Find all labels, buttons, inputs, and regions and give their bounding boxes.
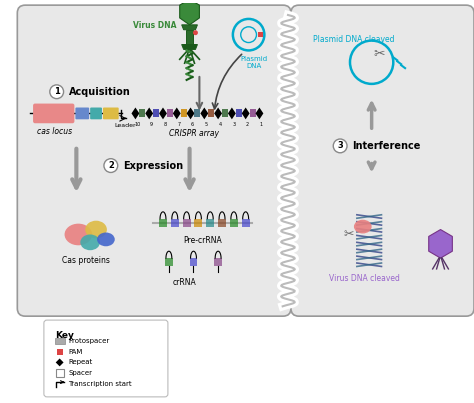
Text: 3: 3 [337, 141, 343, 150]
Polygon shape [228, 108, 236, 119]
Polygon shape [428, 230, 452, 258]
Text: Plasmid
DNA: Plasmid DNA [240, 56, 267, 69]
Text: 5: 5 [205, 122, 208, 127]
Text: Protospacer: Protospacer [69, 338, 110, 344]
Text: ✂: ✂ [344, 228, 354, 241]
Text: Cas proteins: Cas proteins [62, 256, 110, 265]
Ellipse shape [85, 221, 107, 239]
Text: Plasmid DNA cleaved: Plasmid DNA cleaved [313, 35, 395, 44]
Polygon shape [173, 108, 181, 119]
Text: CRISPR array: CRISPR array [170, 129, 219, 138]
FancyBboxPatch shape [194, 219, 202, 226]
Text: Expression: Expression [123, 160, 183, 170]
Text: 9: 9 [150, 122, 153, 127]
FancyBboxPatch shape [171, 219, 179, 226]
Ellipse shape [354, 220, 372, 233]
Polygon shape [201, 108, 208, 119]
Text: crRNA: crRNA [173, 278, 197, 287]
FancyBboxPatch shape [291, 5, 474, 316]
Text: ✂: ✂ [374, 48, 385, 61]
Text: Virus DNA: Virus DNA [133, 21, 177, 30]
FancyBboxPatch shape [75, 108, 89, 119]
FancyBboxPatch shape [208, 110, 214, 117]
Polygon shape [214, 108, 222, 119]
Text: PAM: PAM [69, 349, 83, 355]
Text: cas locus: cas locus [37, 127, 72, 136]
Text: 2: 2 [246, 122, 249, 127]
FancyBboxPatch shape [242, 219, 250, 226]
Polygon shape [145, 108, 153, 119]
FancyBboxPatch shape [214, 258, 222, 266]
Polygon shape [242, 108, 250, 119]
Ellipse shape [97, 233, 115, 246]
FancyBboxPatch shape [250, 110, 255, 117]
Text: Key: Key [55, 331, 73, 340]
Text: 2: 2 [108, 161, 114, 170]
Circle shape [193, 30, 198, 35]
FancyBboxPatch shape [57, 349, 63, 355]
Text: Leader: Leader [115, 123, 137, 128]
FancyBboxPatch shape [90, 108, 102, 119]
FancyBboxPatch shape [190, 258, 198, 266]
Text: Repeat: Repeat [69, 359, 93, 366]
Polygon shape [131, 108, 139, 119]
Circle shape [50, 85, 64, 99]
Polygon shape [182, 25, 198, 30]
Text: 6: 6 [191, 122, 194, 127]
Polygon shape [182, 44, 198, 50]
Text: 1: 1 [260, 122, 263, 127]
Text: 1: 1 [54, 87, 60, 96]
FancyBboxPatch shape [206, 219, 214, 226]
FancyBboxPatch shape [139, 110, 145, 117]
FancyBboxPatch shape [55, 338, 64, 344]
Text: 4: 4 [219, 122, 222, 127]
Text: Transcription start: Transcription start [69, 381, 132, 387]
Polygon shape [180, 0, 200, 25]
Text: Acquisition: Acquisition [69, 87, 130, 97]
Text: 10: 10 [134, 122, 140, 127]
FancyBboxPatch shape [167, 110, 173, 117]
FancyBboxPatch shape [194, 110, 201, 117]
FancyBboxPatch shape [218, 219, 226, 226]
FancyBboxPatch shape [222, 110, 228, 117]
FancyBboxPatch shape [181, 110, 187, 117]
FancyBboxPatch shape [44, 320, 168, 397]
FancyBboxPatch shape [236, 110, 242, 117]
FancyBboxPatch shape [230, 219, 238, 226]
FancyBboxPatch shape [159, 219, 167, 226]
Text: Virus DNA cleaved: Virus DNA cleaved [329, 274, 400, 283]
FancyBboxPatch shape [33, 104, 74, 123]
Polygon shape [255, 108, 264, 119]
Text: 7: 7 [177, 122, 180, 127]
Polygon shape [159, 108, 167, 119]
FancyBboxPatch shape [103, 108, 118, 119]
FancyBboxPatch shape [153, 110, 159, 117]
FancyBboxPatch shape [165, 258, 173, 266]
Circle shape [333, 139, 347, 153]
FancyBboxPatch shape [18, 5, 291, 316]
Text: Pre-crRNA: Pre-crRNA [183, 237, 222, 245]
Polygon shape [187, 108, 194, 119]
Circle shape [104, 159, 118, 172]
Text: 3: 3 [232, 122, 236, 127]
Ellipse shape [64, 224, 92, 245]
Text: Interference: Interference [352, 141, 420, 151]
Polygon shape [186, 30, 193, 44]
FancyBboxPatch shape [56, 369, 64, 377]
Text: 8: 8 [164, 122, 166, 127]
Polygon shape [56, 359, 64, 366]
Ellipse shape [80, 235, 100, 250]
Text: Annu. Rev. Genet. 2011.45:273-297: Annu. Rev. Genet. 2011.45:273-297 [0, 156, 2, 244]
FancyBboxPatch shape [182, 219, 191, 226]
Text: Spacer: Spacer [69, 370, 92, 376]
FancyBboxPatch shape [258, 32, 264, 37]
